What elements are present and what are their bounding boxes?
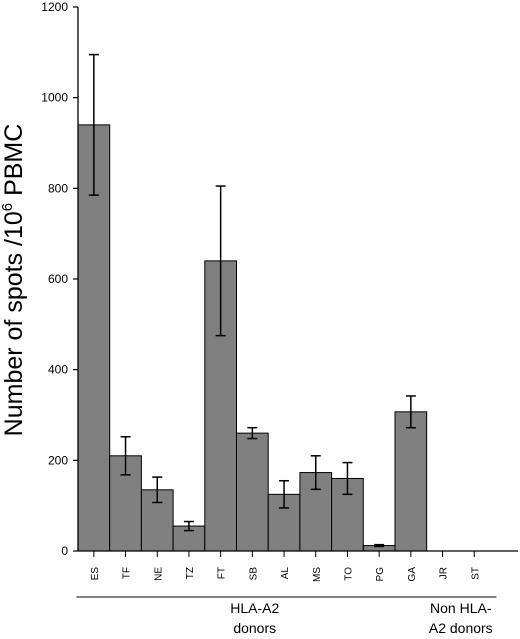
y-tick-label: 200 <box>48 453 68 467</box>
x-tick-label: ST <box>470 567 481 580</box>
group-label-line1: HLA-A2 <box>230 600 279 616</box>
group-label-line1: Non HLA- <box>430 600 492 616</box>
bar <box>331 477 364 552</box>
x-tick-label: MS <box>312 567 323 582</box>
x-tick-label: SB <box>248 567 259 581</box>
x-tick-label: AL <box>280 567 291 580</box>
bar <box>394 411 428 552</box>
x-tick-label: PG <box>375 567 386 582</box>
x-tick-label: NE <box>153 567 164 581</box>
y-axis-ticks: 0 200 400 600 800 1000 1200 <box>41 0 78 558</box>
x-tick-label: TO <box>343 567 354 581</box>
y-tick-label: 0 <box>61 544 68 558</box>
error-bars <box>88 53 416 548</box>
y-tick-label: 400 <box>48 363 68 377</box>
y-tick-label: 1200 <box>41 0 68 14</box>
y-axis-label-suffix: PBMC <box>0 124 28 203</box>
x-tick-label: FT <box>217 567 228 579</box>
bar <box>236 432 269 552</box>
group-labels: HLA-A2 donors Non HLA- A2 donors <box>76 596 497 636</box>
y-axis-label: Number of spots /106 PBMC <box>0 124 28 437</box>
svg-text:Number of spots /106 PBMC: Number of spots /106 PBMC <box>0 124 28 437</box>
y-tick-label: 800 <box>48 181 68 195</box>
y-axis-label-exponent: 6 <box>0 203 16 211</box>
bars <box>77 124 428 552</box>
y-axis-label-prefix: Number of spots /10 <box>0 211 28 436</box>
group-label-line2: A2 donors <box>429 620 493 636</box>
x-tick-label: TF <box>122 567 133 579</box>
axes <box>77 7 518 552</box>
group-label-line2: donors <box>233 620 276 636</box>
x-tick-label: ES <box>90 567 101 581</box>
x-tick-label: GA <box>407 567 418 582</box>
x-tick-label: TZ <box>185 567 196 579</box>
x-axis-labels: ES TF NE TZ FT SB AL MS TO PG GA JR ST <box>90 551 481 582</box>
y-tick-label: 600 <box>48 272 68 286</box>
x-tick-label: JR <box>439 567 450 579</box>
y-tick-label: 1000 <box>41 91 68 105</box>
